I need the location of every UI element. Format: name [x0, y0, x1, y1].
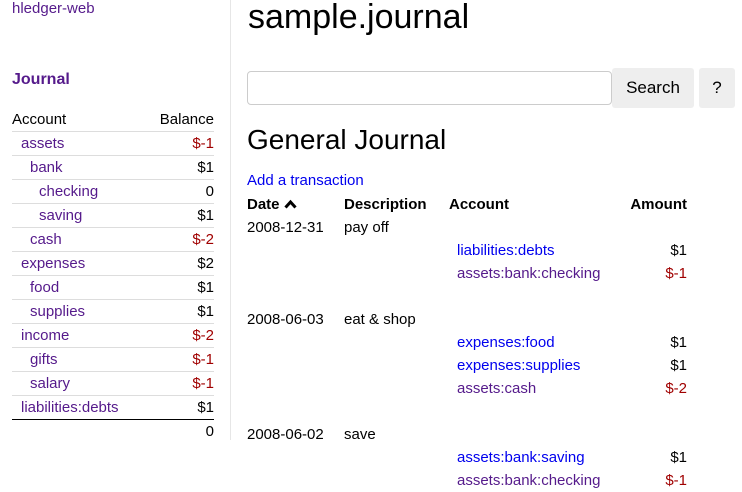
search-input[interactable]	[247, 71, 612, 105]
transaction-row[interactable]: 2008-06-02 save	[247, 423, 687, 446]
transaction-date: 2008-12-31	[247, 219, 324, 236]
balance-header: Balance	[159, 111, 214, 128]
account-row: gifts $-1	[12, 347, 214, 372]
account-balance: $-2	[145, 323, 214, 348]
chevron-up-icon	[284, 199, 297, 209]
section-title: General Journal	[247, 124, 447, 155]
total-row: 0	[12, 419, 214, 443]
journal-table: Date Description Account Amount 2008-12-…	[247, 193, 687, 492]
account-header: Account	[12, 111, 67, 128]
account-balance: $1	[145, 203, 214, 228]
account-balance: $2	[145, 251, 214, 276]
account-balance: $-1	[145, 347, 214, 372]
account-link[interactable]: gifts	[30, 351, 58, 368]
account-row: bank $1	[12, 155, 214, 180]
posting-account-link[interactable]: assets:bank:saving	[457, 449, 585, 466]
accounts-table: Account Balance assets $-1 bank $1 checking 0…	[12, 108, 214, 443]
account-link[interactable]: income	[21, 327, 70, 344]
account-link[interactable]: saving	[39, 207, 83, 224]
account-balance: $1	[145, 299, 214, 324]
posting-row: assets:bank:checking $-1	[247, 262, 687, 285]
account-link[interactable]: bank	[30, 159, 63, 176]
account-column-header: Account	[449, 196, 509, 213]
posting-amount: $1	[670, 449, 687, 466]
transaction-description: eat & shop	[344, 311, 416, 328]
posting-account-link[interactable]: expenses:food	[457, 334, 555, 351]
account-link[interactable]: salary	[30, 375, 71, 392]
account-row: salary $-1	[12, 371, 214, 396]
posting-row: assets:cash $-2	[247, 377, 687, 400]
posting-account-link[interactable]: expenses:supplies	[457, 357, 581, 374]
posting-row: assets:bank:saving $1	[247, 446, 687, 469]
posting-account-link[interactable]: assets:bank:checking	[457, 265, 601, 282]
account-balance: $1	[145, 275, 214, 300]
posting-amount: $1	[670, 357, 687, 374]
account-link[interactable]: assets	[21, 135, 65, 152]
brand-link[interactable]: hledger-web	[12, 0, 95, 17]
date-column-header[interactable]: Date	[247, 193, 297, 216]
account-row: income $-2	[12, 323, 214, 348]
posting-amount: $1	[670, 242, 687, 259]
posting-row: expenses:food $1	[247, 331, 687, 354]
transaction-row[interactable]: 2008-06-03 eat & shop	[247, 308, 687, 331]
account-link[interactable]: liabilities:debts	[21, 399, 119, 416]
account-row: checking 0	[12, 179, 214, 204]
transaction-date: 2008-06-03	[247, 311, 324, 328]
transaction-date: 2008-06-02	[247, 426, 324, 443]
posting-amount: $-2	[665, 380, 687, 397]
posting-account-link[interactable]: assets:cash	[457, 380, 537, 397]
posting-account-link[interactable]: liabilities:debts	[457, 242, 555, 259]
account-row: cash $-2	[12, 227, 214, 252]
transaction-description: save	[344, 426, 376, 443]
account-balance: $-2	[145, 227, 214, 252]
journal-link[interactable]: Journal	[12, 71, 70, 88]
total-balance: 0	[145, 419, 214, 443]
account-balance: $-1	[145, 371, 214, 396]
account-row: supplies $1	[12, 299, 214, 324]
account-row: assets $-1	[12, 131, 214, 156]
sidebar: hledger-web Journal Account Balance asse…	[0, 0, 231, 443]
posting-amount: $-1	[665, 265, 687, 282]
account-link[interactable]: checking	[39, 183, 99, 200]
transaction-row[interactable]: 2008-12-31 pay off	[247, 216, 687, 239]
account-link[interactable]: supplies	[30, 303, 86, 320]
account-row: expenses $2	[12, 251, 214, 276]
help-button[interactable]: ?	[699, 68, 735, 108]
amount-column-header: Amount	[630, 196, 687, 213]
description-column-header: Description	[344, 196, 427, 213]
transaction-description: pay off	[344, 219, 389, 236]
spacer	[247, 285, 687, 308]
journal-header-row: Date Description Account Amount	[247, 193, 687, 216]
account-balance: $1	[145, 395, 214, 420]
posting-amount: $1	[670, 334, 687, 351]
add-transaction-link[interactable]: Add a transaction	[247, 172, 364, 189]
account-link[interactable]: cash	[30, 231, 62, 248]
account-balance: $-1	[145, 131, 214, 156]
posting-row: expenses:supplies $1	[247, 354, 687, 377]
account-balance: $1	[145, 155, 214, 180]
account-row: saving $1	[12, 203, 214, 228]
account-row: food $1	[12, 275, 214, 300]
spacer	[247, 400, 687, 423]
page-title: sample.journal	[248, 0, 470, 36]
account-balance: 0	[145, 179, 214, 204]
search-button[interactable]: Search	[612, 68, 694, 108]
account-link[interactable]: food	[30, 279, 60, 296]
account-row: liabilities:debts $1	[12, 395, 214, 420]
account-link[interactable]: expenses	[21, 255, 86, 272]
posting-row: liabilities:debts $1	[247, 239, 687, 262]
